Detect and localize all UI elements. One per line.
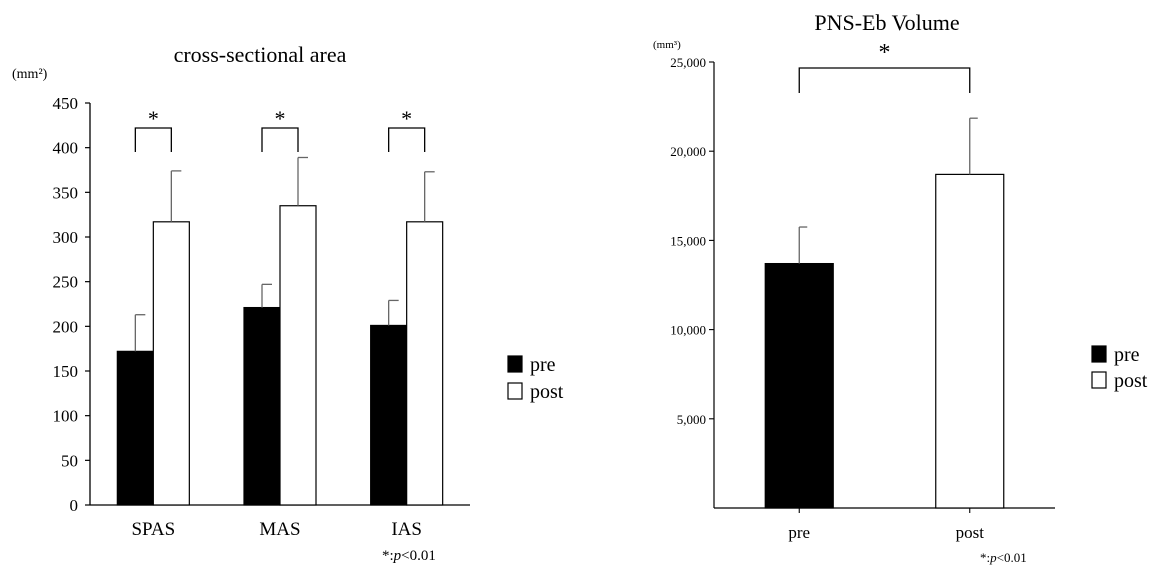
chart1-bar-pre-MAS [243,306,281,506]
chart2-y-tick-label: 5,000 [677,412,706,427]
chart1-y-tick-label: 450 [53,94,79,113]
chart1-y-unit: (mm²) [12,67,48,82]
chart2-y-tick-label: 10,000 [670,323,706,338]
chart1-y-tick-label: 0 [70,496,79,515]
chart1-y-tick-label: 50 [61,451,78,470]
chart2-footnote: *:p<0.01 [980,550,1027,565]
chart2-y-tick-label: 15,000 [670,233,706,248]
chart1-x-tick-label: MAS [259,519,300,540]
chart1-bar-post-MAS [279,205,317,506]
chart1-y-tick-label: 300 [53,228,79,247]
chart1-bar-pre-SPAS [116,350,154,506]
chart2-y-tick-label: 20,000 [670,144,706,159]
chart2-y-unit: (mm³) [653,39,681,51]
legend-swatch-post [1091,371,1107,389]
chart1-y-tick-label: 100 [53,407,79,426]
chart1-y-tick-label: 400 [53,139,79,158]
chart1-y-tick-label: 350 [53,183,79,202]
chart2-x-tick-label: pre [788,523,810,542]
chart2-significance-star: * [879,40,891,66]
chart1-bar-post-SPAS [152,221,190,506]
chart1-significance-bracket [388,127,426,152]
chart1-significance-star: * [401,106,412,131]
legend-swatch-pre [507,355,523,373]
chart1-title: cross-sectional area [174,42,347,67]
chart1-significance-bracket [261,127,299,152]
chart2-x-tick-label: post [956,523,985,542]
legend-label-pre: pre [1114,344,1140,366]
chart2-significance-bracket [798,67,971,93]
chart1-bar-post-IAS [406,221,444,506]
legend-swatch-pre [1091,345,1107,363]
chart2-bar-post [935,173,1005,509]
chart1-x-tick-label: SPAS [131,519,175,540]
legend-swatch-post [507,382,523,400]
chart1-significance-star: * [148,106,159,131]
chart1-footnote: *:p<0.01 [382,548,436,564]
legend-label-post: post [1114,370,1148,392]
chart1-y-tick-label: 200 [53,317,79,336]
chart1-significance-bracket [134,127,172,152]
chart2-bar-pre [764,262,834,509]
chart2-y-tick-label: 25,000 [670,55,706,70]
chart1-bar-pre-IAS [370,324,408,506]
chart1-significance-star: * [275,106,286,131]
legend-label-post: post [530,381,564,403]
chart1-y-tick-label: 150 [53,362,79,381]
chart1-y-tick-label: 250 [53,273,79,292]
legend-label-pre: pre [530,354,556,376]
chart2-title: PNS-Eb Volume [814,10,959,35]
chart1-x-tick-label: IAS [391,519,422,540]
